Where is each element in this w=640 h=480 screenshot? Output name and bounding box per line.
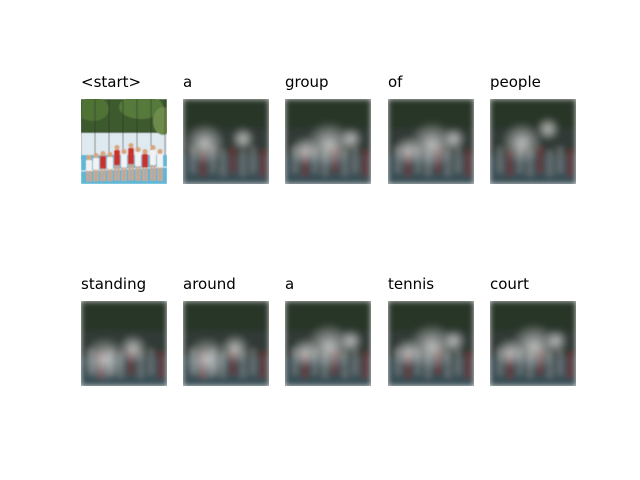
attention-map — [490, 301, 576, 386]
frame-word: <start> — [81, 73, 142, 91]
frame-start: <start> — [81, 73, 167, 184]
attention-map — [388, 301, 474, 386]
frame-word: a — [285, 275, 295, 293]
attention-map — [183, 301, 269, 386]
frame-tennis: tennis — [388, 275, 474, 386]
frame-word: a — [183, 73, 193, 91]
frame-of: of — [388, 73, 474, 184]
attention-map — [81, 301, 167, 386]
frame-word: tennis — [388, 275, 435, 293]
attention-map — [490, 99, 576, 184]
attention-map — [285, 99, 371, 184]
frame-court: court — [490, 275, 576, 386]
frame-standing: standing — [81, 275, 167, 386]
attention-map — [285, 301, 371, 386]
original-photo — [81, 99, 167, 184]
attention-map — [388, 99, 474, 184]
frame-word: standing — [81, 275, 147, 293]
frame-word: of — [388, 73, 403, 91]
frame-group: group — [285, 73, 371, 184]
frame-people: people — [490, 73, 576, 184]
frame-word: around — [183, 275, 236, 293]
frame-a-2: a — [285, 275, 371, 386]
frame-word: court — [490, 275, 529, 293]
frame-a: a — [183, 73, 269, 184]
attention-map — [183, 99, 269, 184]
frame-word: group — [285, 73, 329, 91]
frame-around: around — [183, 275, 269, 386]
frame-word: people — [490, 73, 541, 91]
